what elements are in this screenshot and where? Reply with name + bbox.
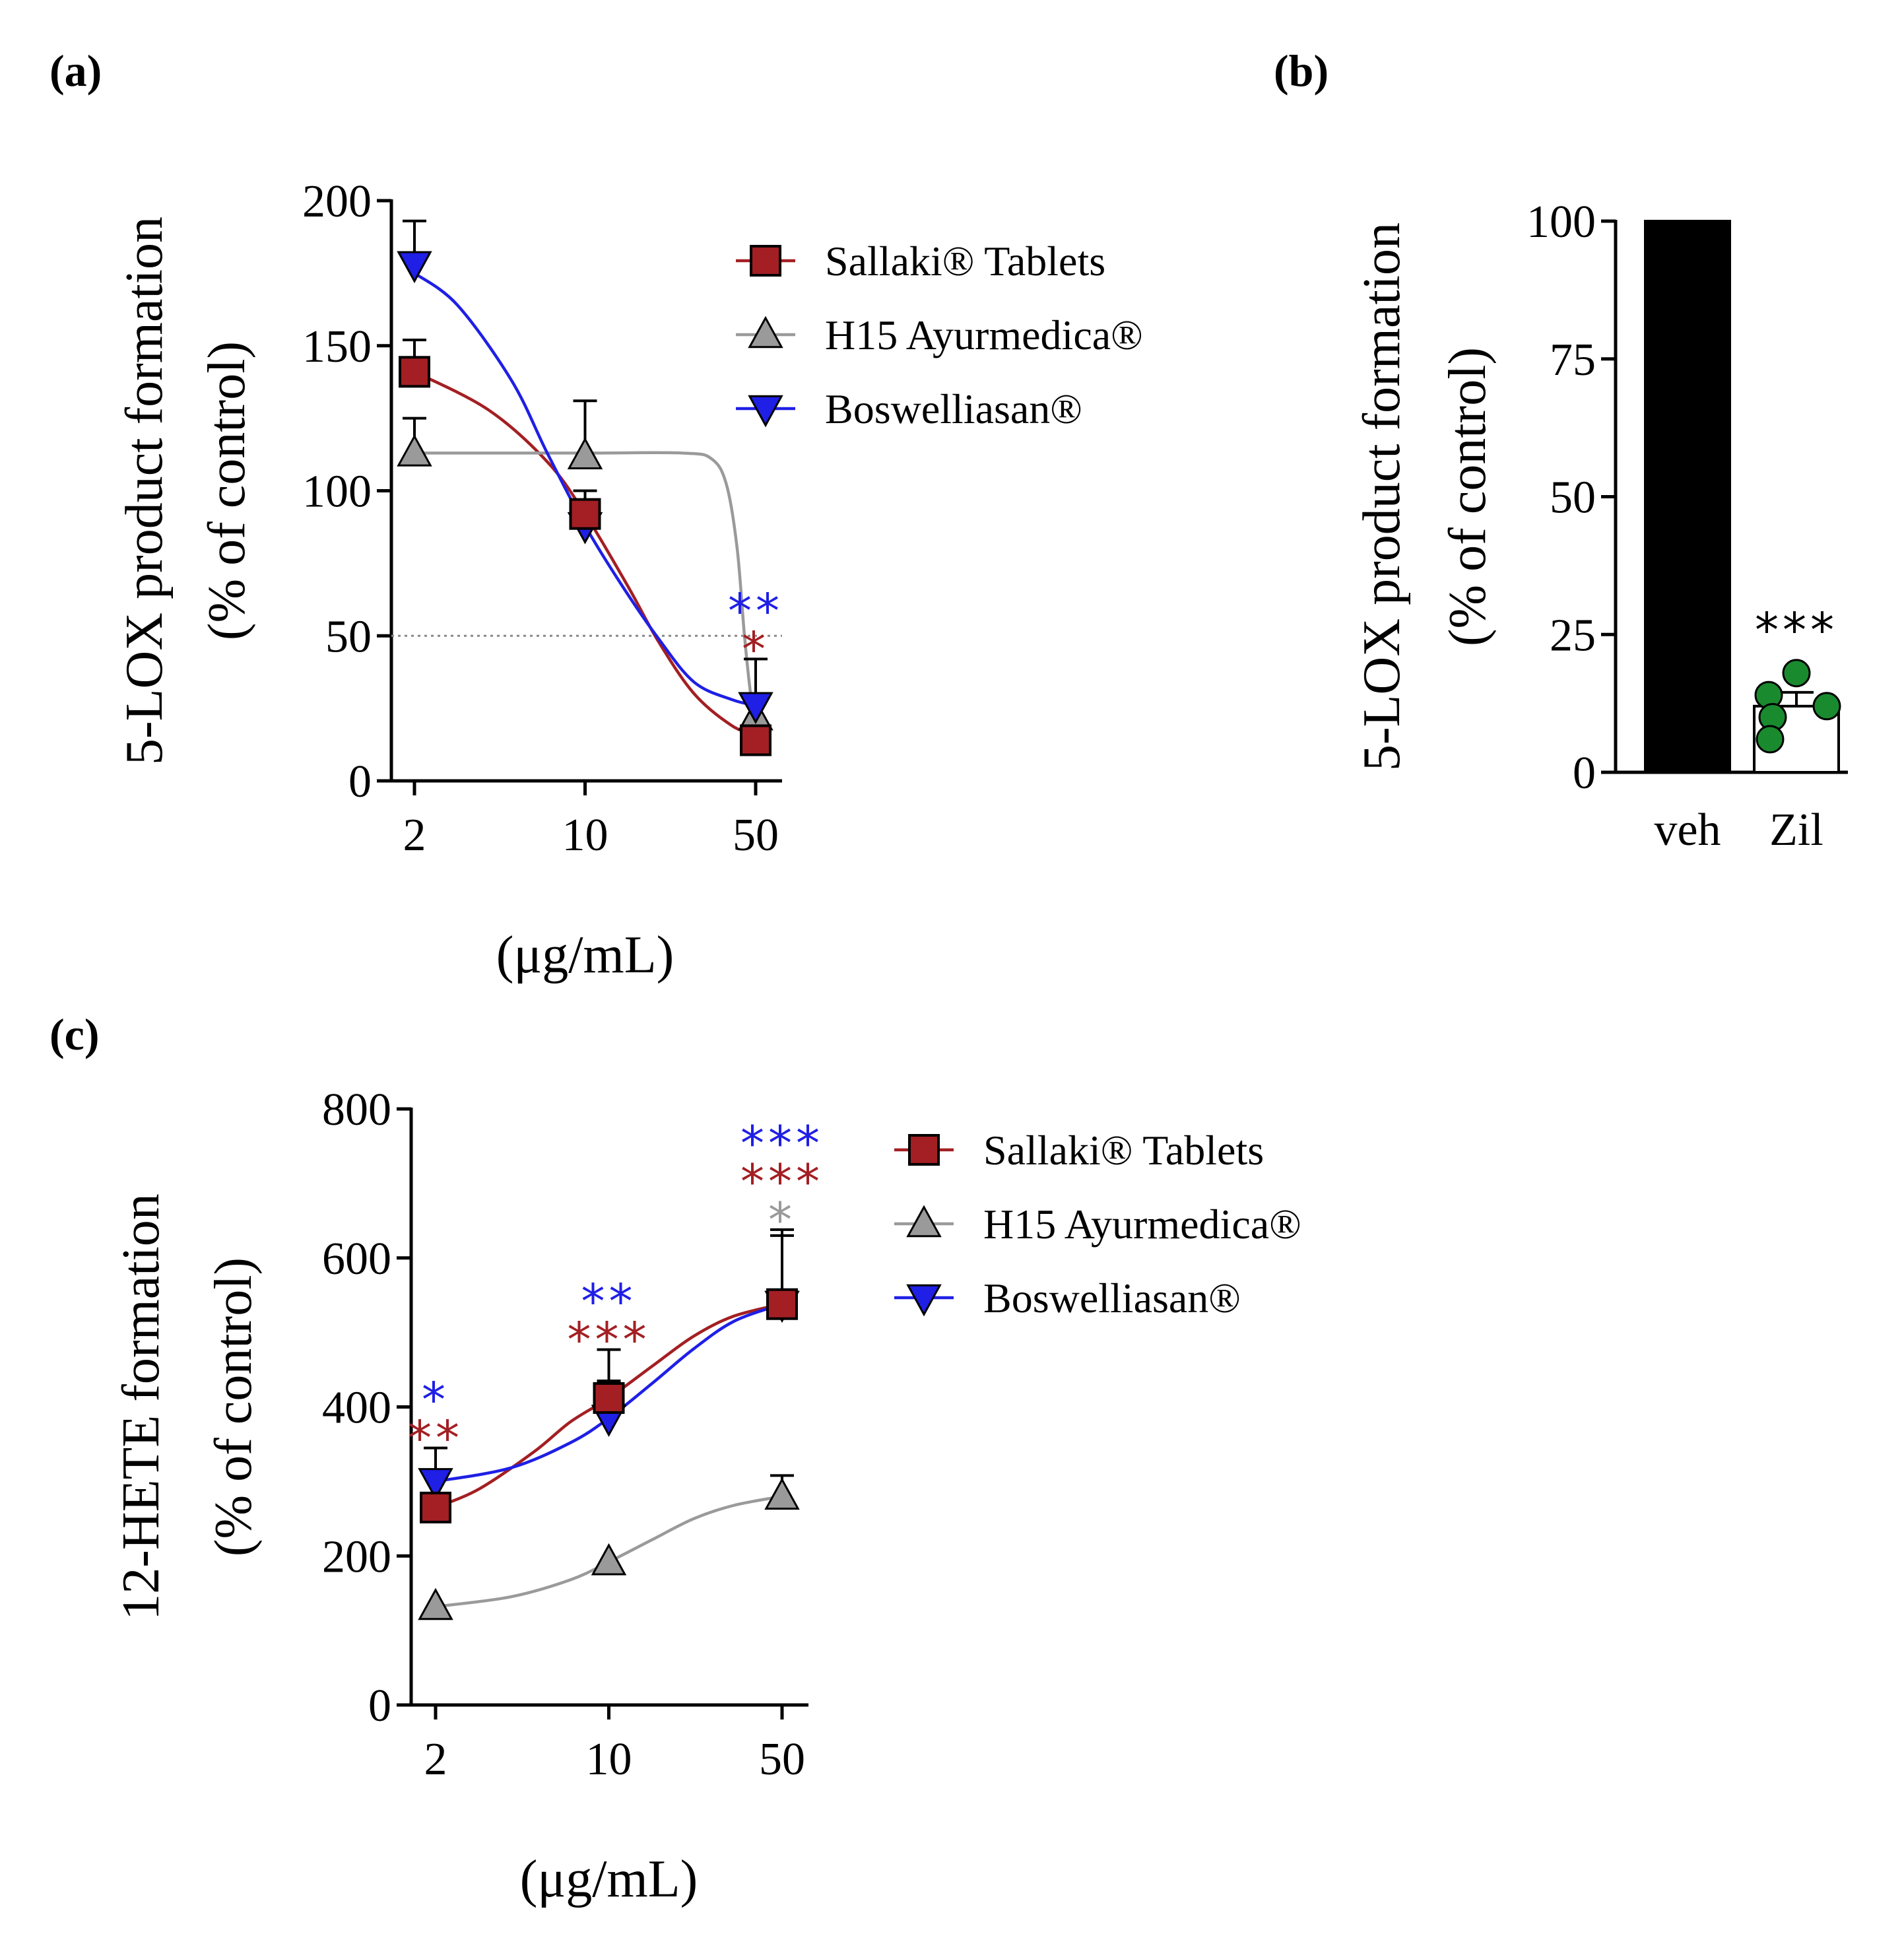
x-axis-label-c: (μg/mL) xyxy=(520,1850,698,1908)
data-point-sallaki-tablets-a xyxy=(569,498,601,530)
y-tick-label-b: 0 xyxy=(1573,748,1596,799)
data-point-h15-ayurmedica-a xyxy=(397,434,432,467)
y-tick-label-a: 100 xyxy=(302,467,372,517)
legend-marker-h15-ayurmedica-a xyxy=(748,316,783,349)
x-tick-label-b: veh xyxy=(1654,805,1721,855)
x-tick-label-c: 2 xyxy=(424,1734,447,1785)
x-tick-label-a: 10 xyxy=(562,810,608,861)
y-tick-label-c: 0 xyxy=(368,1681,391,1731)
fit-curve-boswelliasan-a xyxy=(413,272,756,707)
significance-label-c: *** xyxy=(740,1154,824,1209)
data-point-zil-b xyxy=(1782,659,1811,688)
data-point-boswelliasan-c xyxy=(418,1468,453,1500)
significance-label-a: * xyxy=(742,621,770,677)
y-tick-label-a: 50 xyxy=(325,611,372,662)
data-point-h15-ayurmedica-c xyxy=(591,1543,627,1576)
y-tick-label-c: 800 xyxy=(322,1085,391,1135)
legend-label-h15-ayurmedica-a: H15 Ayurmedica® xyxy=(825,312,1143,358)
data-point-h15-ayurmedica-c xyxy=(418,1587,453,1620)
significance-label-c: * xyxy=(422,1372,449,1428)
x-axis-label-a: (μg/mL) xyxy=(496,926,674,984)
y-axis-label-c: (% of control) xyxy=(205,1257,263,1556)
y-tick-label-c: 400 xyxy=(322,1383,391,1434)
y-tick-label-c: 200 xyxy=(322,1531,391,1582)
data-point-boswelliasan-a xyxy=(738,692,773,725)
fit-curve-sallaki-tablets-a xyxy=(413,370,756,736)
data-point-zil-b xyxy=(1756,725,1785,754)
y-axis-label-b: (% of control) xyxy=(1439,347,1497,646)
x-tick-label-a: 2 xyxy=(403,810,426,861)
y-tick-label-b: 25 xyxy=(1550,610,1596,661)
x-tick-label-c: 10 xyxy=(586,1734,632,1785)
y-tick-label-a: 150 xyxy=(302,321,372,372)
x-tick-label-a: 50 xyxy=(733,810,779,861)
legend-label-sallaki-tablets-a: Sallaki® Tablets xyxy=(825,238,1105,284)
y-tick-label-c: 600 xyxy=(322,1234,391,1285)
x-tick-label-b: Zil xyxy=(1769,805,1823,855)
y-axis-label-c: 12-HETE formation xyxy=(112,1193,170,1620)
data-point-zil-b xyxy=(1812,692,1841,721)
legend-marker-sallaki-tablets-a xyxy=(750,245,781,277)
y-tick-label-b: 50 xyxy=(1550,473,1596,523)
panel-label-b: (b) xyxy=(1274,46,1329,96)
fit-curve-h15-ayurmedica-c xyxy=(435,1494,783,1609)
bar-veh-b xyxy=(1644,220,1731,774)
significance-label-c: * xyxy=(768,1192,796,1248)
data-point-sallaki-tablets-c xyxy=(420,1491,451,1523)
legend-marker-boswelliasan-c xyxy=(906,1284,942,1317)
data-point-sallaki-tablets-c xyxy=(593,1382,625,1414)
significance-label-c: *** xyxy=(568,1312,651,1368)
y-axis-label-a: 5-LOX product formation xyxy=(115,217,174,765)
legend-label-boswelliasan-c: Boswelliasan® xyxy=(983,1275,1241,1321)
y-tick-label-a: 200 xyxy=(302,176,372,227)
y-tick-label-b: 75 xyxy=(1550,335,1596,385)
significance-label-a: ** xyxy=(728,583,783,638)
significance-label-c: ** xyxy=(408,1411,463,1466)
data-point-sallaki-tablets-c xyxy=(766,1288,798,1320)
legend-label-boswelliasan-a: Boswelliasan® xyxy=(825,385,1082,432)
data-point-h15-ayurmedica-a xyxy=(567,437,603,469)
significance-label-c: *** xyxy=(740,1116,824,1171)
panel-label-a: (a) xyxy=(49,46,102,96)
x-tick-label-c: 50 xyxy=(759,1734,805,1785)
data-point-h15-ayurmedica-c xyxy=(764,1477,800,1510)
data-point-boswelliasan-a xyxy=(397,251,432,284)
legend-marker-boswelliasan-a xyxy=(748,395,783,428)
y-axis-label-b: 5-LOX product formation xyxy=(1353,222,1411,771)
legend-label-h15-ayurmedica-c: H15 Ayurmedica® xyxy=(983,1201,1301,1248)
panel-label-c: (c) xyxy=(49,1009,99,1059)
data-point-sallaki-tablets-a xyxy=(399,356,430,388)
data-point-sallaki-tablets-a xyxy=(740,724,771,756)
y-axis-label-a: (% of control) xyxy=(198,341,256,640)
significance-label-b: *** xyxy=(1755,603,1838,658)
legend-label-sallaki-tablets-c: Sallaki® Tablets xyxy=(983,1127,1264,1174)
y-tick-label-b: 100 xyxy=(1526,197,1596,248)
significance-label-c: ** xyxy=(581,1274,637,1329)
legend-marker-h15-ayurmedica-c xyxy=(906,1205,942,1238)
y-tick-label-a: 0 xyxy=(348,756,372,807)
legend-marker-sallaki-tablets-c xyxy=(908,1134,940,1166)
